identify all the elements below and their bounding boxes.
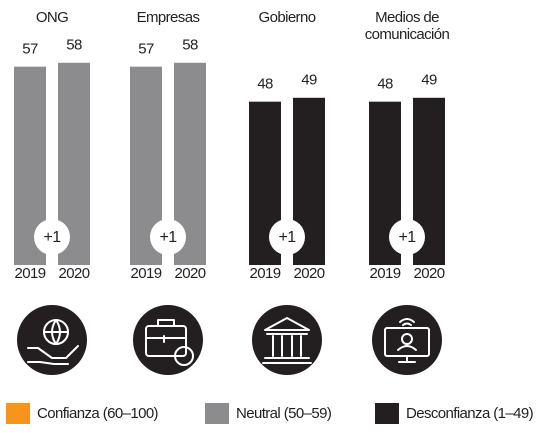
category-label: Empresas [137, 9, 200, 26]
year-label: 2019 [131, 265, 162, 282]
value-label: 48 [257, 76, 273, 93]
change-label: +1 [278, 229, 296, 246]
legend-label: Confianza (60–100) [37, 405, 159, 422]
change-badge [389, 219, 425, 255]
change-label: +1 [159, 229, 177, 246]
legend-label: Desconfianza (1–49) [406, 405, 534, 422]
icons [17, 305, 442, 375]
icon-ngo [17, 305, 87, 375]
legend-swatch [6, 403, 30, 424]
change-label: +1 [43, 229, 61, 246]
value-label: 57 [22, 41, 38, 58]
value-label: 58 [182, 37, 198, 54]
value-label: 49 [421, 72, 437, 89]
change-badge [34, 219, 70, 255]
icon-government [252, 305, 322, 375]
year-label: 2019 [370, 265, 401, 282]
change-label: +1 [398, 229, 416, 246]
category-label-line: Medios de [375, 9, 439, 26]
year-label: 2019 [250, 265, 281, 282]
category-label: Medios de comunicación [365, 9, 450, 43]
year-label: 2020 [175, 265, 206, 282]
icon-media [372, 305, 442, 375]
year-label: 2019 [15, 265, 46, 282]
value-label: 57 [138, 41, 154, 58]
legend-label: Neutral (50–59) [236, 405, 332, 422]
icon-business [133, 305, 203, 375]
change-badge [269, 219, 305, 255]
change-badge [150, 219, 186, 255]
legend-swatch [205, 403, 229, 424]
value-label: 49 [301, 72, 317, 89]
category-label: ONG [36, 9, 68, 26]
year-label: 2020 [294, 265, 325, 282]
legend-swatch [375, 403, 399, 424]
category-label-line: comunicación [365, 26, 450, 43]
value-label: 58 [66, 37, 82, 54]
value-label: 48 [377, 76, 393, 93]
year-label: 2020 [59, 265, 90, 282]
category-label: Gobierno [259, 9, 316, 26]
year-label: 2020 [414, 265, 445, 282]
